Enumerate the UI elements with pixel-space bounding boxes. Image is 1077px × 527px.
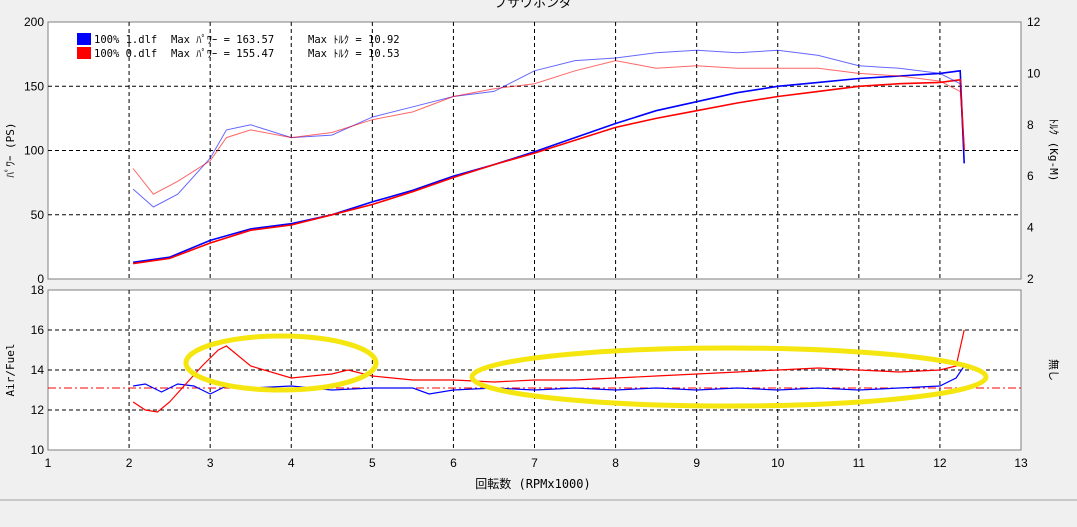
rpm-tick-label: 9 xyxy=(693,456,700,470)
rpm-tick-label: 3 xyxy=(207,456,214,470)
rpm-tick-label: 6 xyxy=(450,456,457,470)
series-line-torque-3 xyxy=(132,60,965,195)
rpm-tick-label: 2 xyxy=(126,456,133,470)
chart-title: ブサワホンダ xyxy=(494,0,572,11)
rpm-tick-label: 12 xyxy=(933,456,947,470)
torque-tick-label: 12 xyxy=(1027,15,1041,29)
rpm-tick-label: 1 xyxy=(45,456,52,470)
rpm-tick-label: 7 xyxy=(531,456,538,470)
rpm-tick-label: 10 xyxy=(771,456,785,470)
torque-tick-label: 6 xyxy=(1027,169,1034,183)
highlight-annotations xyxy=(183,333,989,409)
legend: 100% 1.dlf Max ﾊﾟﾜｰ = 163.57 Max ﾄﾙｸ = 1… xyxy=(77,33,400,60)
power-tick-label: 100 xyxy=(24,144,44,158)
air-fuel-tick-label: 12 xyxy=(31,403,45,417)
rpm-tick-label: 13 xyxy=(1014,456,1028,470)
air-fuel-tick-label: 16 xyxy=(31,323,45,337)
series-line-air-fuel-1 xyxy=(132,329,965,413)
series-line-power-0 xyxy=(132,69,965,264)
highlight-ellipse-high-rpm xyxy=(469,345,989,409)
legend-power-run1: Max ﾊﾟﾜｰ = 163.57 xyxy=(171,34,274,46)
status-area xyxy=(0,500,1077,527)
air-fuel-lines xyxy=(48,329,1021,413)
rpm-tick-label: 11 xyxy=(853,456,866,470)
air-fuel-tick-label: 10 xyxy=(31,443,45,457)
air-fuel-tick-label: 14 xyxy=(31,363,45,377)
power-tick-label: 50 xyxy=(31,208,45,222)
legend-swatch-run2 xyxy=(77,47,91,59)
power-tick-label: 150 xyxy=(24,79,44,93)
torque-tick-label: 4 xyxy=(1027,221,1034,235)
rpm-tick-label: 5 xyxy=(369,456,376,470)
legend-torque-run1: Max ﾄﾙｸ = 10.92 xyxy=(308,34,400,46)
legend-file-run1: 100% 1.dlf xyxy=(94,34,157,46)
series-line-torque-2 xyxy=(132,49,965,208)
power-grid xyxy=(48,22,1021,279)
legend-torque-run2: Max ﾄﾙｸ = 10.53 xyxy=(308,48,400,60)
legend-file-run2: 100% 0.dlf xyxy=(94,48,157,60)
rpm-tick-label: 8 xyxy=(612,456,619,470)
torque-axis-label: ﾄﾙｸ (Kg-M) xyxy=(1047,119,1060,182)
power-torque-lines xyxy=(132,49,965,265)
air-fuel-tick-label: 18 xyxy=(31,283,45,297)
torque-tick-label: 10 xyxy=(1027,66,1041,80)
series-line-air-fuel-0 xyxy=(133,365,965,395)
legend-swatch-run1 xyxy=(77,33,91,45)
series-line-power-1 xyxy=(132,78,965,265)
air-fuel-right-label: 無し xyxy=(1047,359,1061,381)
power-axis-label: ﾊﾟﾜｰ (PS) xyxy=(4,122,17,177)
rpm-tick-label: 4 xyxy=(288,456,295,470)
torque-tick-label: 8 xyxy=(1027,118,1034,132)
air-fuel-grid xyxy=(48,290,1021,450)
highlight-ellipse-low-rpm xyxy=(183,333,379,393)
air-fuel-axis-label: Air/Fuel xyxy=(4,344,17,397)
power-axis-ticks: 0 50 100 150 200 2 4 6 8 10 12 xyxy=(24,15,1041,286)
legend-power-run2: Max ﾊﾟﾜｰ = 155.47 xyxy=(171,48,274,60)
power-tick-label: 200 xyxy=(24,15,44,29)
power-tick-label: 0 xyxy=(37,272,44,286)
rpm-axis-label: 回転数 (RPMx1000) xyxy=(475,476,590,491)
torque-tick-label: 2 xyxy=(1027,272,1034,286)
